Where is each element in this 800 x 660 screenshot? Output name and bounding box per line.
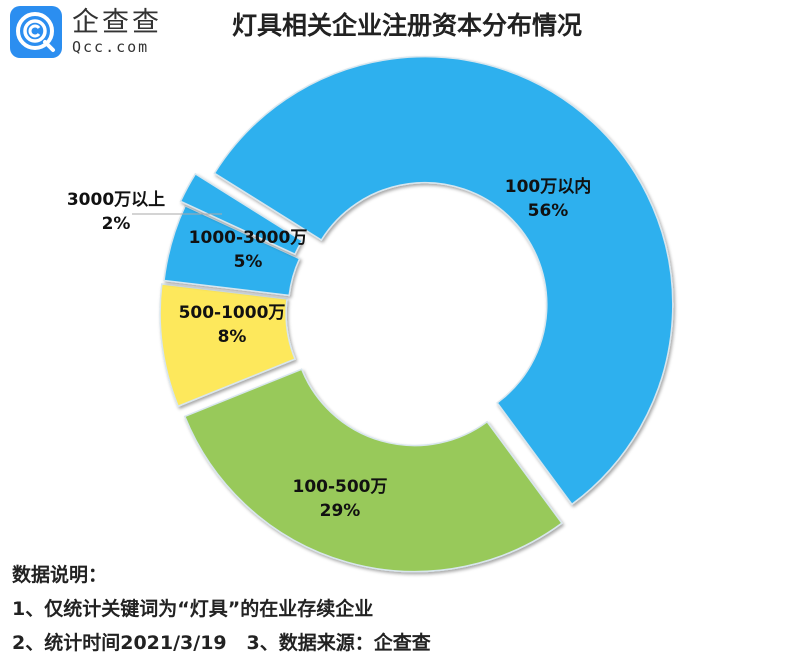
donut-slice — [159, 283, 296, 408]
slice-label-name: 1000-3000万 — [189, 228, 308, 248]
slice-label-pct: 56% — [528, 201, 569, 221]
brand-name: 企查查 — [72, 7, 162, 38]
slice-label-name: 100-500万 — [292, 477, 387, 497]
donut-slice — [183, 368, 563, 573]
slice-label-pct: 5% — [234, 252, 263, 272]
notes-line-1: 1、仅统计关键词为“灯具”的在业存续企业 — [12, 598, 374, 620]
donut-slice — [213, 55, 674, 506]
chart-title: 灯具相关企业注册资本分布情况 — [232, 11, 583, 40]
slice-label-pct: 2% — [102, 214, 131, 234]
slice-label-name: 500-1000万 — [179, 303, 286, 323]
qcc-logo-icon — [10, 6, 62, 58]
slice-label-pct: 8% — [218, 327, 247, 347]
slice-label-name: 3000万以上 — [67, 190, 165, 210]
data-notes: 数据说明： 1、仅统计关键词为“灯具”的在业存续企业 2、统计时间2021/3/… — [12, 558, 431, 660]
brand-domain: Qcc.com — [72, 38, 150, 56]
notes-line-2: 2、统计时间2021/3/19 3、数据来源：企查查 — [12, 632, 431, 654]
brand-logo: 企查查 Qcc.com — [10, 6, 162, 58]
slice-label-pct: 29% — [320, 501, 361, 521]
notes-heading: 数据说明： — [12, 564, 108, 586]
donut-slice — [163, 204, 301, 297]
donut-slice — [179, 172, 304, 256]
slice-label-name: 100万以内 — [505, 176, 592, 197]
